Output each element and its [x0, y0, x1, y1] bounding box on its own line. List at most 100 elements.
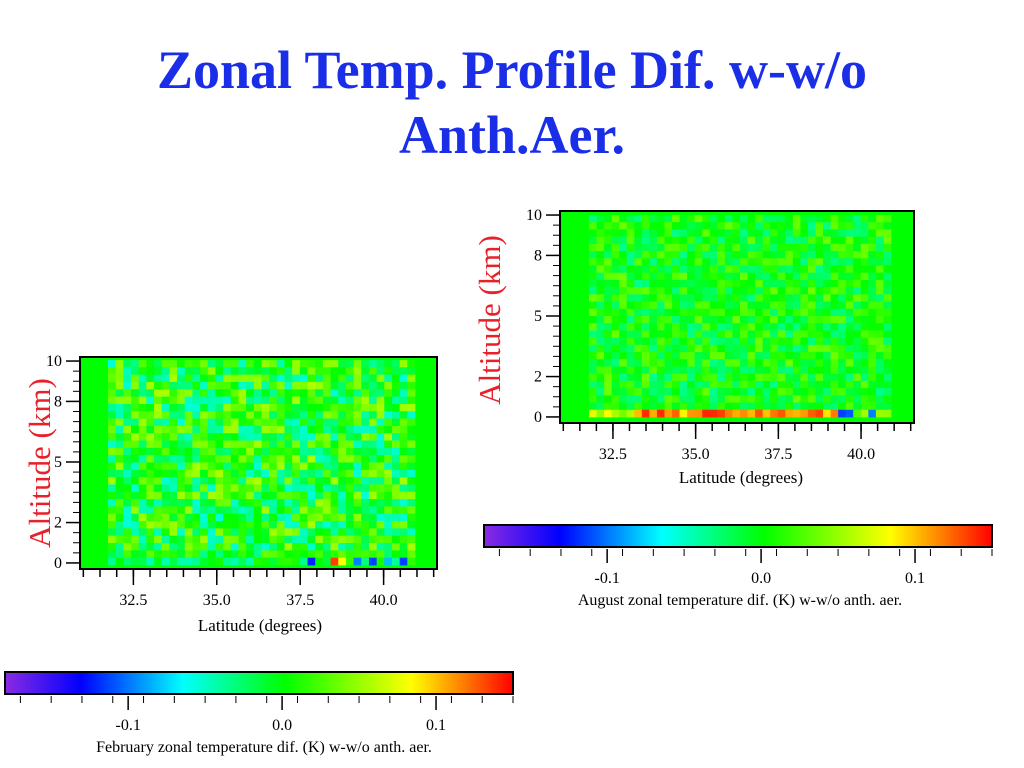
heatmap-cell: [200, 381, 209, 390]
heatmap-cell: [292, 557, 301, 566]
heatmap-cell: [755, 229, 764, 238]
heatmap-cell: [215, 425, 224, 434]
y-tick-label: 10: [526, 207, 542, 224]
heatmap-cell: [299, 528, 308, 537]
heatmap-cell: [853, 301, 862, 310]
heatmap-cell: [154, 513, 163, 522]
heatmap-cell: [815, 330, 824, 339]
heatmap-cell: [883, 380, 892, 389]
heatmap-cell: [192, 447, 201, 456]
heatmap-cell: [800, 308, 809, 317]
heatmap-cell: [284, 528, 293, 537]
heatmap-cell: [875, 243, 884, 252]
heatmap-cell: [740, 330, 748, 339]
heatmap-cell: [777, 258, 786, 266]
heatmap-cell: [223, 484, 232, 493]
heatmap-cell: [238, 535, 247, 544]
heatmap-cell: [368, 360, 378, 368]
heatmap-cell: [694, 279, 703, 288]
heatmap-cell: [307, 499, 316, 507]
heatmap-cell: [589, 395, 597, 403]
heatmap-cell: [345, 521, 354, 529]
heatmap-cell: [656, 323, 665, 331]
heatmap-cell: [246, 367, 255, 376]
heatmap-cell: [322, 381, 331, 390]
heatmap-cell: [361, 389, 370, 398]
heatmap-cell: [762, 395, 771, 403]
heatmap-cell: [246, 389, 255, 398]
heatmap-cell: [589, 258, 597, 266]
heatmap-cell: [292, 433, 301, 441]
heatmap-cell: [717, 287, 726, 295]
heatmap-cell: [384, 455, 393, 463]
plot-frame: [79, 356, 438, 570]
heatmap-cell: [611, 294, 620, 302]
heatmap-cell: [192, 389, 201, 398]
heatmap-cell: [724, 236, 733, 245]
heatmap-cell: [161, 440, 170, 449]
y-tick-label: 10: [46, 353, 62, 370]
heatmap-cell: [792, 344, 801, 353]
heatmap-cell: [589, 222, 597, 230]
heatmap-cell: [161, 521, 170, 529]
heatmap-cell: [853, 380, 862, 389]
heatmap-cell: [115, 418, 124, 427]
heatmap-cell: [740, 373, 748, 382]
heatmap-cell: [238, 543, 247, 551]
heatmap-cell: [596, 352, 605, 360]
heatmap-cell: [679, 409, 688, 418]
heatmap-cell: [269, 433, 278, 441]
heatmap-cell: [777, 222, 786, 230]
heatmap-cell: [740, 265, 748, 274]
heatmap-cell: [702, 222, 711, 230]
heatmap-cell: [299, 513, 308, 522]
heatmap-cell: [115, 469, 124, 478]
heatmap-cell: [611, 395, 620, 403]
heatmap-cell: [770, 409, 779, 418]
heatmap-cell: [762, 344, 771, 353]
heatmap-cell: [792, 222, 801, 230]
heatmap-cell: [770, 301, 779, 310]
heatmap-cell: [246, 440, 255, 449]
heatmap-cell: [154, 440, 163, 449]
heatmap-cell: [146, 506, 155, 515]
heatmap-cell: [230, 374, 239, 383]
heatmap-cell: [709, 337, 718, 346]
heatmap-cell: [368, 433, 378, 441]
heatmap-cell: [123, 491, 132, 500]
heatmap-cell: [732, 308, 741, 317]
heatmap-cell: [672, 344, 680, 353]
heatmap-cell: [762, 352, 771, 360]
heatmap-cell: [230, 455, 239, 463]
heatmap-cell: [138, 506, 147, 515]
heatmap-cell: [604, 337, 613, 346]
heatmap-cell: [596, 258, 605, 266]
heatmap-cell: [838, 337, 847, 346]
heatmap-cell: [384, 447, 393, 456]
heatmap-cell: [146, 403, 155, 412]
heatmap-cell: [694, 294, 703, 302]
heatmap-cell: [762, 272, 771, 281]
heatmap-cell: [299, 374, 308, 383]
heatmap-cell: [875, 265, 884, 274]
heatmap-cell: [184, 447, 193, 456]
heatmap-cell: [154, 521, 163, 529]
heatmap-cell: [391, 396, 401, 405]
heatmap-cell: [717, 229, 726, 238]
heatmap-cell: [184, 521, 193, 529]
heatmap-cell: [276, 499, 285, 507]
heatmap-cell: [747, 287, 756, 295]
heatmap-cell: [626, 366, 635, 375]
heatmap-cell: [747, 222, 756, 230]
heatmap-cell: [223, 403, 232, 412]
heatmap-cell: [641, 243, 650, 252]
heatmap-cell: [694, 301, 703, 310]
heatmap-cell: [192, 367, 201, 376]
heatmap-cell: [238, 433, 247, 441]
heatmap-cell: [672, 323, 680, 331]
heatmap-cell: [815, 409, 824, 418]
heatmap-cell: [687, 258, 696, 266]
heatmap-cell: [261, 425, 270, 434]
heatmap-cell: [123, 367, 132, 376]
heatmap-cell: [589, 316, 597, 324]
